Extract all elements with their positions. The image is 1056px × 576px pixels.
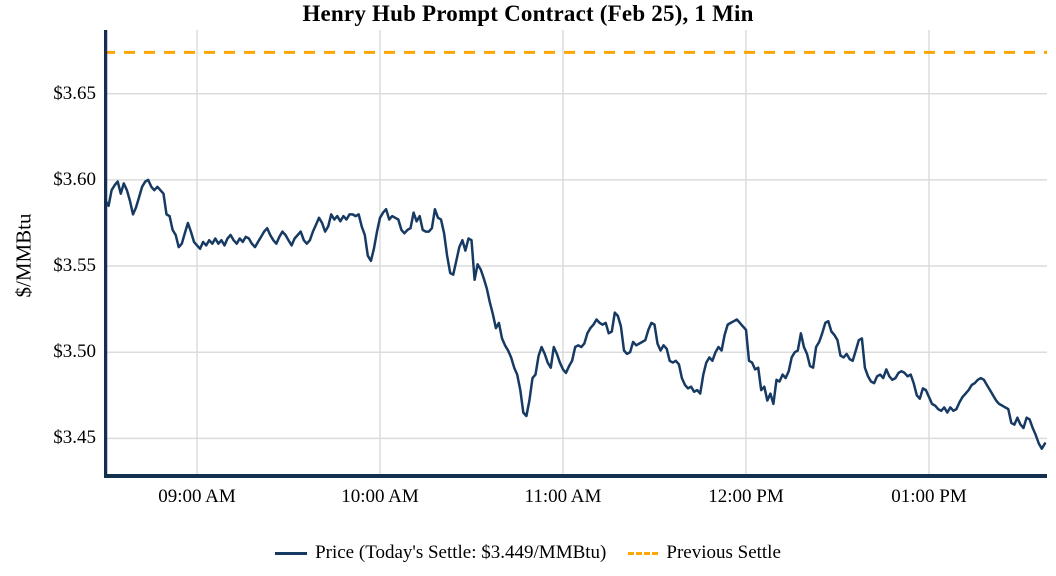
x-tick-label: 01:00 PM (891, 486, 967, 507)
x-tick-label: 11:00 AM (524, 486, 602, 507)
x-tick-label: 09:00 AM (158, 486, 236, 507)
x-tick-label: 12:00 PM (708, 486, 784, 507)
price-line-swatch (275, 551, 308, 555)
y-tick-label: $3.60 (53, 168, 96, 190)
x-tick-label: 10:00 AM (341, 486, 419, 507)
y-tick-label: $3.45 (53, 427, 96, 449)
legend-price-label: Price (Today's Settle: $3.449/MMBtu) (315, 542, 607, 563)
plot-area (104, 30, 1047, 478)
y-tick-label: $3.65 (53, 82, 96, 104)
previous-settle-dash-swatch (628, 551, 659, 555)
legend: Price (Today's Settle: $3.449/MMBtu) Pre… (0, 538, 1056, 568)
y-tick-label: $3.55 (53, 255, 96, 277)
legend-previous-settle-label: Previous Settle (666, 542, 781, 563)
chart-title: Henry Hub Prompt Contract (Feb 25), 1 Mi… (302, 1, 754, 26)
price-line (104, 178, 1047, 450)
y-tick-label: $3.50 (53, 341, 96, 363)
